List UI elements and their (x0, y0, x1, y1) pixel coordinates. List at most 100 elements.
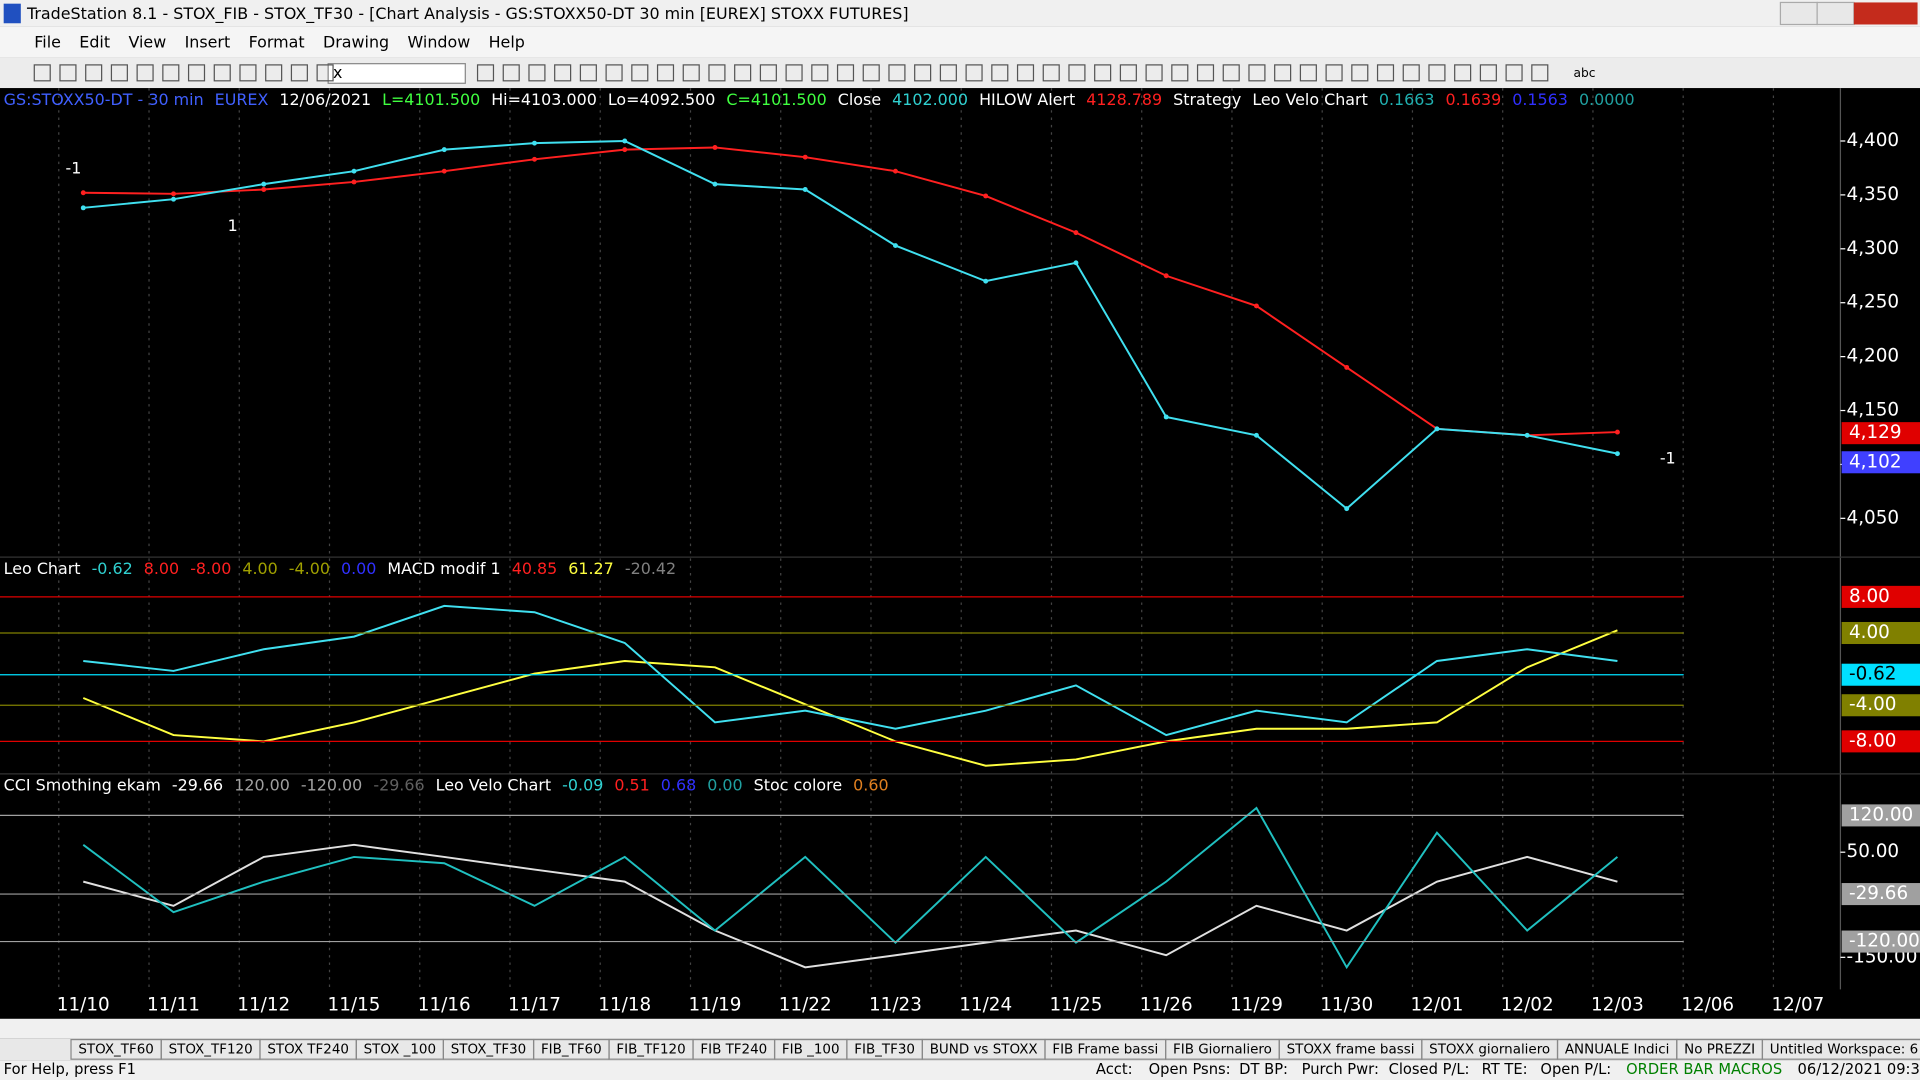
toolbar-icon[interactable] (939, 64, 957, 82)
toolbar-icon[interactable] (1274, 64, 1292, 82)
workspace-tab[interactable]: FIB_TF60 (541, 1042, 602, 1057)
toolbar-icon[interactable] (85, 64, 103, 82)
toolbar-icon[interactable] (1171, 64, 1189, 82)
maximize-button[interactable] (1816, 1, 1855, 26)
toolbar-icon[interactable] (1196, 64, 1215, 82)
workspace-tab[interactable]: STOX_TF30 (451, 1042, 527, 1057)
menu-item[interactable]: View (128, 32, 166, 51)
workspace-tab[interactable]: FIB TF240 (700, 1042, 767, 1057)
workspace-tab[interactable]: STOX_TF60 (78, 1042, 154, 1057)
toolbar-icon[interactable] (1454, 64, 1472, 82)
toolbar-icon[interactable] (811, 64, 829, 82)
toolbar-icon[interactable] (1094, 64, 1112, 82)
toolbar-icon[interactable] (59, 64, 77, 82)
tab-frame[interactable] (1761, 1038, 1920, 1060)
menu-item[interactable]: Help (489, 32, 525, 51)
close-button[interactable] (1853, 2, 1918, 25)
menu-item[interactable]: Edit (79, 32, 110, 51)
toolbar-icon[interactable] (162, 64, 180, 82)
toolbar-icon[interactable] (785, 64, 803, 82)
workspace-tab[interactable]: BUND vs STOXX (930, 1042, 1038, 1057)
series-line (83, 843, 1618, 969)
toolbar-icon[interactable] (110, 64, 128, 82)
data-point (80, 190, 86, 196)
toolbar-icon[interactable] (1351, 64, 1369, 82)
toolbar-icon[interactable] (759, 64, 777, 82)
toolbar-icon[interactable] (187, 64, 206, 82)
workspace-tab[interactable]: STOX_TF120 (169, 1042, 253, 1057)
toolbar-icon[interactable] (528, 64, 546, 82)
scrollbar[interactable] (0, 1018, 1920, 1039)
workspace-tab[interactable]: FIB_TF120 (616, 1042, 685, 1057)
toolbar-icon[interactable] (682, 64, 700, 82)
toolbar-icon[interactable] (1505, 64, 1523, 82)
workspace-tab[interactable]: FIB_TF30 (854, 1042, 915, 1057)
workspace-tab[interactable]: STOXX giornaliero (1429, 1042, 1550, 1057)
toolbar-icon[interactable] (33, 64, 51, 82)
toolbar-icon[interactable] (836, 64, 855, 82)
toolbar-icon[interactable] (579, 64, 597, 82)
toolbar-icon[interactable] (1325, 64, 1343, 82)
toolbar-icon[interactable] (316, 64, 334, 82)
toolbar-icon[interactable] (213, 64, 231, 82)
legend-text: Leo Velo Chart (1252, 90, 1368, 109)
toolbar-icon[interactable] (862, 64, 880, 82)
legend-text: 0.1563 (1512, 90, 1568, 109)
workspace-tab[interactable]: No PREZZI (1684, 1042, 1755, 1057)
toolbar-icon[interactable] (1402, 64, 1420, 82)
toolbar-icon[interactable] (1479, 64, 1497, 82)
toolbar-icon[interactable] (888, 64, 906, 82)
toolbar-icon[interactable] (239, 64, 257, 82)
x-tick-label: 11/25 (1049, 994, 1102, 1015)
y-tick-label: 4,250 (1847, 292, 1900, 313)
legend-text: 0.0000 (1579, 90, 1635, 109)
workspace-tab[interactable]: STOX _100 (364, 1042, 436, 1057)
symbol-input[interactable] (327, 63, 466, 84)
value-marker (1841, 730, 1920, 753)
toolbar-icon[interactable] (1376, 64, 1395, 82)
workspace-tab[interactable]: FIB Frame bassi (1052, 1042, 1158, 1057)
toolbar-icon[interactable] (965, 64, 983, 82)
toolbar-icon[interactable] (914, 64, 932, 82)
toolbar-icon[interactable] (1119, 64, 1137, 82)
toolbar-icon[interactable] (1042, 64, 1060, 82)
menu-item[interactable]: File (34, 32, 61, 51)
toolbar-icon[interactable] (1248, 64, 1266, 82)
toolbar-icon[interactable] (136, 64, 154, 82)
workspace-tab[interactable]: ANNUALE Indici (1565, 1042, 1670, 1057)
toolbar-icon[interactable] (476, 64, 495, 82)
workspace-tab[interactable]: FIB Giornaliero (1173, 1042, 1272, 1057)
workspace-tab[interactable]: STOXX frame bassi (1287, 1042, 1415, 1057)
workspace-tab[interactable]: STOX TF240 (267, 1042, 349, 1057)
toolbar-icon[interactable] (1531, 64, 1549, 82)
toolbar-icon[interactable] (265, 64, 283, 82)
toolbar-icon[interactable] (656, 64, 675, 82)
data-point (261, 187, 267, 192)
workspace-tab[interactable]: FIB _100 (782, 1042, 840, 1057)
toolbar-icon[interactable] (605, 64, 623, 82)
menu-item[interactable]: Drawing (323, 32, 389, 51)
menu-item[interactable]: Format (249, 32, 305, 51)
toolbar-icon[interactable] (1222, 64, 1240, 82)
toolbar-icon[interactable] (554, 64, 572, 82)
toolbar-icon[interactable] (708, 64, 726, 82)
legend-text: 8.00 (144, 559, 179, 578)
toolbar-icon[interactable] (290, 64, 308, 82)
toolbar-icon[interactable] (502, 64, 520, 82)
toolbar-icon[interactable] (1428, 64, 1446, 82)
minimize-button[interactable] (1779, 1, 1818, 26)
menu-item[interactable]: Insert (185, 32, 231, 51)
value-marker (1841, 451, 1920, 474)
toolbar-icon[interactable] (1016, 64, 1035, 82)
toolbar-icon[interactable] (631, 64, 649, 82)
toolbar-icon[interactable] (1068, 64, 1086, 82)
menu-item[interactable]: Window (408, 32, 471, 51)
workspace-tab[interactable]: Untitled Workspace: 6 (1770, 1042, 1918, 1057)
menu-bar (0, 26, 1920, 58)
toolbar-icon[interactable] (734, 64, 752, 82)
toolbar-icon[interactable] (1299, 64, 1317, 82)
toolbar-icon[interactable] (1145, 64, 1163, 82)
data-point (441, 147, 447, 153)
toolbar-icon[interactable] (991, 64, 1009, 82)
text-tool[interactable]: abc (1573, 66, 1595, 80)
